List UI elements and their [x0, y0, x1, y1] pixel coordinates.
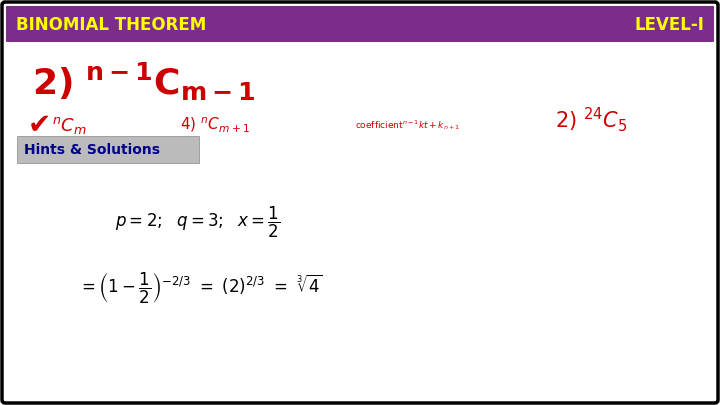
Text: $4)\ ^{n}C_{m+1}$: $4)\ ^{n}C_{m+1}$	[180, 115, 250, 134]
Text: $\mathbf{2)\ ^{n-1}C_{m-1}}$: $\mathbf{2)\ ^{n-1}C_{m-1}}$	[32, 61, 256, 103]
FancyBboxPatch shape	[6, 6, 714, 42]
Text: $^{n}C_{m}$: $^{n}C_{m}$	[52, 115, 86, 136]
FancyBboxPatch shape	[17, 136, 199, 163]
Text: $\mathrm{coefficient}^{n-1}kt+k_{n+1}$: $\mathrm{coefficient}^{n-1}kt+k_{n+1}$	[355, 118, 460, 132]
Text: LEVEL-I: LEVEL-I	[634, 16, 704, 34]
Text: $= \left(1 - \dfrac{1}{2}\right)^{-2/3}\ =\ (2)^{2/3}\ =\ \sqrt[3]{4}$: $= \left(1 - \dfrac{1}{2}\right)^{-2/3}\…	[78, 271, 323, 306]
Text: BINOMIAL THEOREM: BINOMIAL THEOREM	[16, 16, 206, 34]
Text: Hints & Solutions: Hints & Solutions	[24, 143, 160, 157]
Text: $p = 2;\ \ q = 3;\ \ x = \dfrac{1}{2}$: $p = 2;\ \ q = 3;\ \ x = \dfrac{1}{2}$	[115, 205, 280, 240]
Text: ✔: ✔	[28, 111, 51, 139]
Text: $2)\ ^{24}C_{5}$: $2)\ ^{24}C_{5}$	[555, 106, 627, 134]
